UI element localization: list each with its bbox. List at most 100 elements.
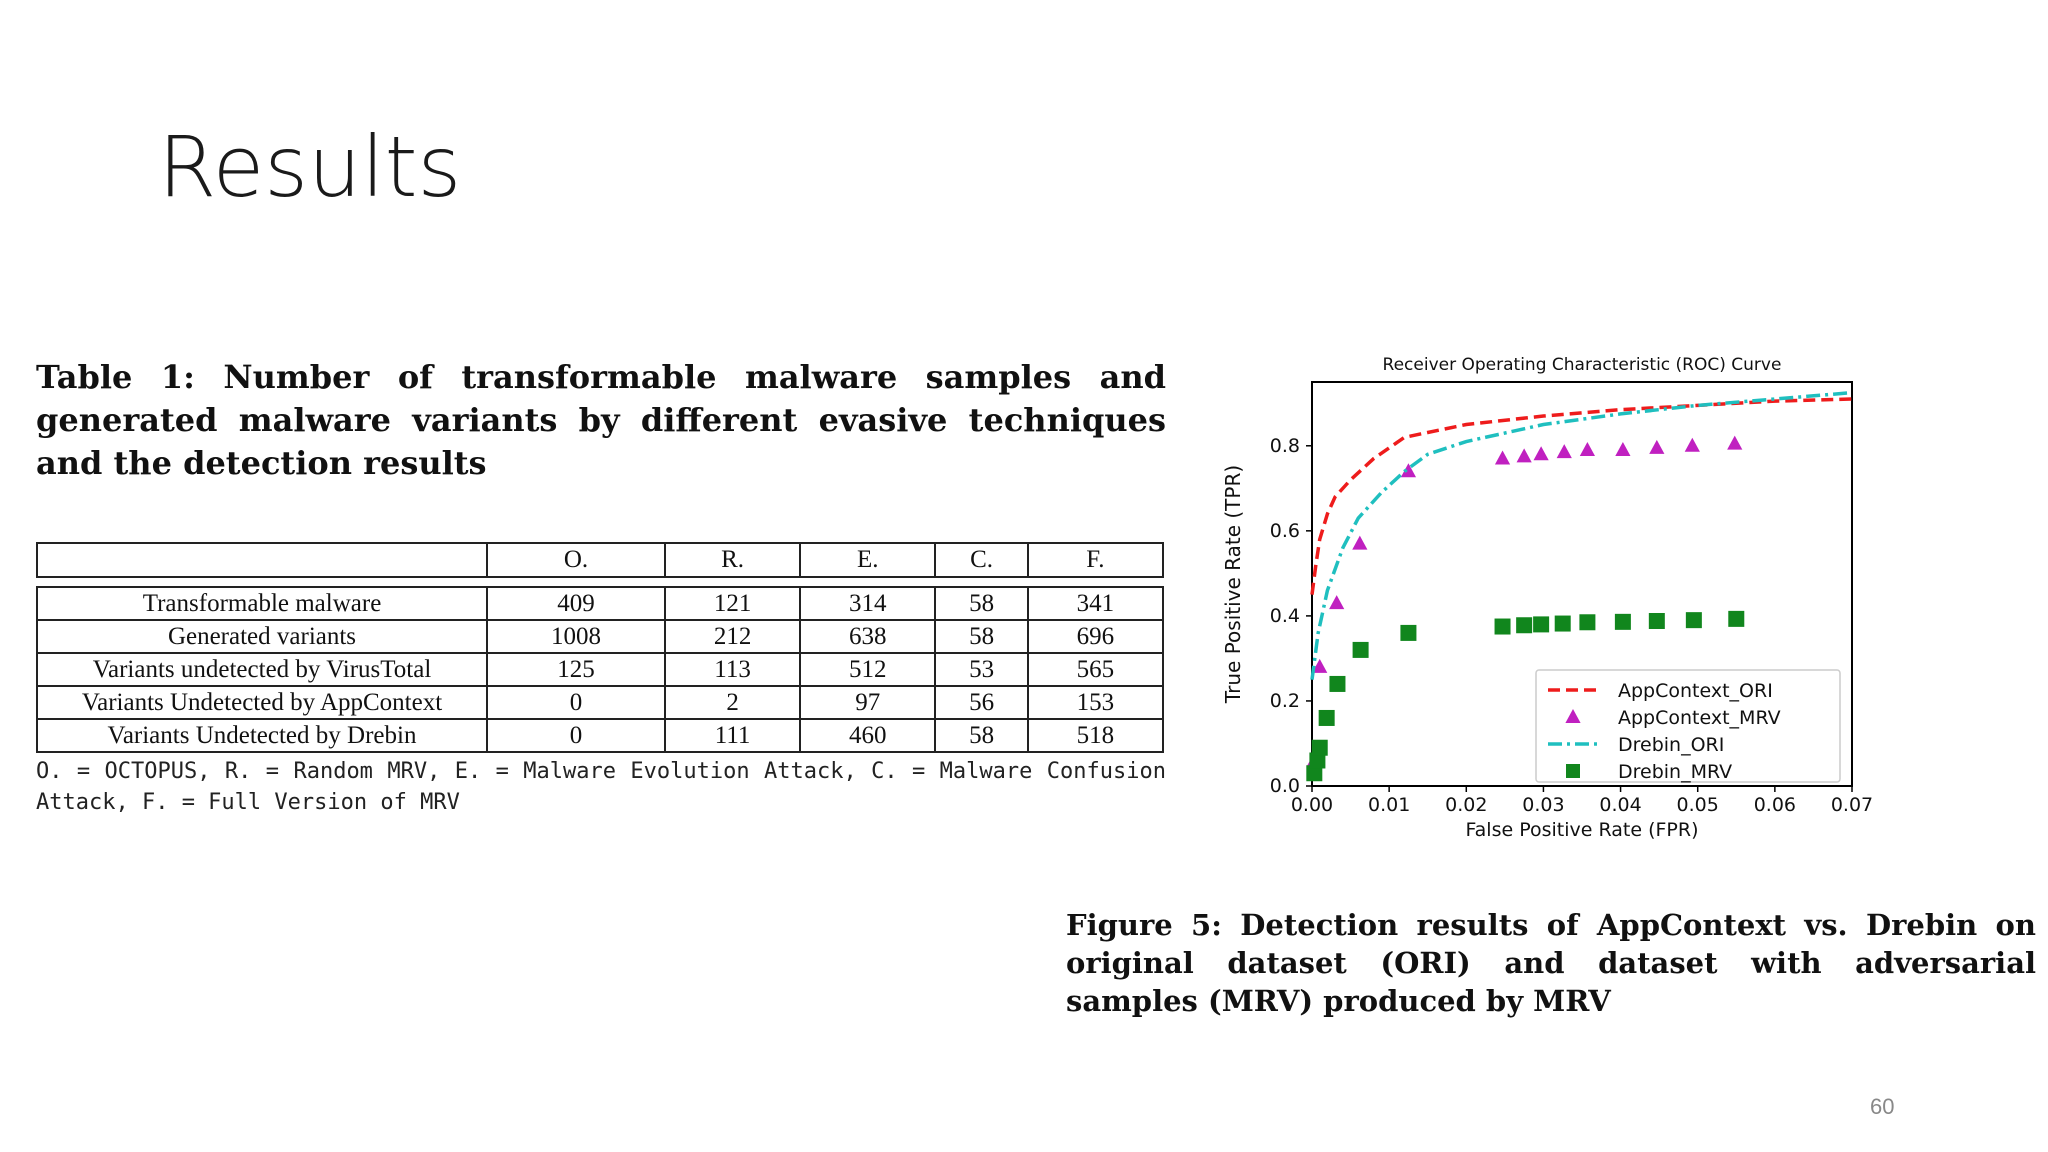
figure-caption: Figure 5: Detection results of AppContex… <box>1066 906 2036 1020</box>
x-tick-label: 0.00 <box>1291 794 1333 816</box>
figure-caption-lead: Figure 5: <box>1066 908 1222 942</box>
point-appcontext-mrv <box>1579 442 1595 457</box>
point-appcontext-mrv <box>1556 444 1572 459</box>
table-header-cell: R. <box>663 542 802 578</box>
table-header-cell: C. <box>934 542 1029 578</box>
x-tick-label: 0.07 <box>1831 794 1873 816</box>
results-table: O. R. E. C. F. Transformable malware 409… <box>36 542 1165 753</box>
table-header-cell: E. <box>799 542 937 578</box>
table-header-cell: F. <box>1026 542 1165 578</box>
point-appcontext-mrv <box>1312 658 1328 673</box>
legend-label-appcontext-mrv: AppContext_MRV <box>1618 707 1781 729</box>
table-cell: 113 <box>663 652 802 687</box>
y-tick-label: 0.6 <box>1270 520 1300 542</box>
point-drebin-mrv <box>1329 675 1346 692</box>
y-axis-label: True Positive Rate (TPR) <box>1221 465 1245 704</box>
table-cell: 121 <box>663 586 802 621</box>
row-label: Variants Undetected by AppContext <box>36 685 488 720</box>
point-drebin-mrv <box>1533 616 1550 633</box>
series-line-drebin-ori <box>1310 390 1853 680</box>
table-row: Generated variants 1008 212 638 58 696 <box>36 619 1165 654</box>
x-axis-label: False Positive Rate (FPR) <box>1465 819 1698 841</box>
point-drebin-mrv <box>1494 618 1511 635</box>
y-tick-label: 0.4 <box>1270 605 1300 627</box>
table-header-row: O. R. E. C. F. <box>36 542 1165 578</box>
point-drebin-mrv <box>1554 615 1571 632</box>
table-header-cell <box>36 542 488 578</box>
point-drebin-mrv <box>1400 624 1417 641</box>
point-appcontext-mrv <box>1615 442 1631 457</box>
table-row: Transformable malware 409 121 314 58 341 <box>36 586 1165 621</box>
legend-label-drebin-ori: Drebin_ORI <box>1618 734 1724 756</box>
table-cell: 638 <box>799 619 937 654</box>
x-tick-label: 0.05 <box>1677 794 1719 816</box>
point-appcontext-mrv <box>1684 437 1700 452</box>
row-label: Generated variants <box>36 619 488 654</box>
table-cell: 512 <box>799 652 937 687</box>
table-caption: Table 1: Number of transformable malware… <box>36 356 1166 485</box>
table-cell: 0 <box>486 685 666 720</box>
roc-chart-layer: Receiver Operating Characteristic (ROC) … <box>1221 355 1873 841</box>
table-row: Variants Undetected by AppContext 0 2 97… <box>36 685 1165 720</box>
table-cell: 518 <box>1026 718 1165 753</box>
point-appcontext-mrv <box>1533 446 1549 461</box>
table-cell: 58 <box>934 619 1029 654</box>
point-drebin-mrv <box>1318 709 1335 726</box>
slide-title: Results <box>158 118 462 216</box>
table-cell: 341 <box>1026 586 1165 621</box>
chart-title: Receiver Operating Characteristic (ROC) … <box>1383 355 1782 375</box>
table-row: Variants Undetected by Drebin 0 111 460 … <box>36 718 1165 753</box>
legend-swatch-appcontext-mrv <box>1565 709 1581 723</box>
roc-chart: Receiver Operating Characteristic (ROC) … <box>1221 355 1873 841</box>
table-cell: 56 <box>934 685 1029 720</box>
table-cell: 153 <box>1026 685 1165 720</box>
table-footnote: O. = OCTOPUS, R. = Random MRV, E. = Malw… <box>36 759 1166 815</box>
table-cell: 409 <box>486 586 666 621</box>
table-cell: 1008 <box>486 619 666 654</box>
row-label: Transformable malware <box>36 586 488 621</box>
x-tick-label: 0.06 <box>1754 794 1796 816</box>
point-appcontext-mrv <box>1727 435 1743 450</box>
legend-label-drebin-mrv: Drebin_MRV <box>1618 761 1732 783</box>
table-caption-text: Number of transformable malware samples … <box>36 358 1167 482</box>
table-cell: 0 <box>486 718 666 753</box>
point-drebin-mrv <box>1311 739 1328 756</box>
point-drebin-mrv <box>1648 612 1665 629</box>
point-drebin-mrv <box>1516 617 1533 634</box>
point-appcontext-mrv <box>1329 595 1345 610</box>
point-drebin-mrv <box>1614 613 1631 630</box>
page-number: 60 <box>1870 1094 1895 1119</box>
x-tick-label: 0.03 <box>1522 794 1564 816</box>
point-drebin-mrv <box>1309 752 1326 769</box>
table-cell: 565 <box>1026 652 1165 687</box>
table-cell: 314 <box>799 586 937 621</box>
point-appcontext-mrv <box>1649 439 1665 454</box>
y-tick-label: 0.8 <box>1270 435 1300 457</box>
table-cell: 212 <box>663 619 802 654</box>
table-header-cell: O. <box>486 542 666 578</box>
table-cell: 97 <box>799 685 937 720</box>
row-label: Variants undetected by VirusTotal <box>36 652 488 687</box>
table-cell: 2 <box>663 685 802 720</box>
series-line-appcontext-ori <box>1310 397 1853 595</box>
table-row: Variants undetected by VirusTotal 125 11… <box>36 652 1165 687</box>
point-appcontext-mrv <box>1352 535 1368 550</box>
table-cell: 111 <box>663 718 802 753</box>
figure-caption-text: Detection results of AppContext vs. Dreb… <box>1066 908 2036 1018</box>
point-drebin-mrv <box>1728 610 1745 627</box>
legend-box <box>1535 669 1841 783</box>
point-appcontext-mrv <box>1494 450 1511 465</box>
legend-label-appcontext-ori: AppContext_ORI <box>1618 680 1773 702</box>
point-appcontext-mrv <box>1400 463 1417 478</box>
point-drebin-mrv <box>1685 612 1702 629</box>
legend-swatch-drebin-mrv <box>1566 764 1580 778</box>
table-cell: 696 <box>1026 619 1165 654</box>
row-label: Variants Undetected by Drebin <box>36 718 488 753</box>
point-appcontext-mrv <box>1516 448 1532 463</box>
table-gap-cell <box>37 576 1163 588</box>
x-tick-label: 0.01 <box>1368 794 1410 816</box>
table-cell: 53 <box>934 652 1029 687</box>
point-drebin-mrv <box>1352 641 1369 658</box>
x-tick-label: 0.02 <box>1445 794 1487 816</box>
y-tick-label: 0.0 <box>1270 775 1300 797</box>
